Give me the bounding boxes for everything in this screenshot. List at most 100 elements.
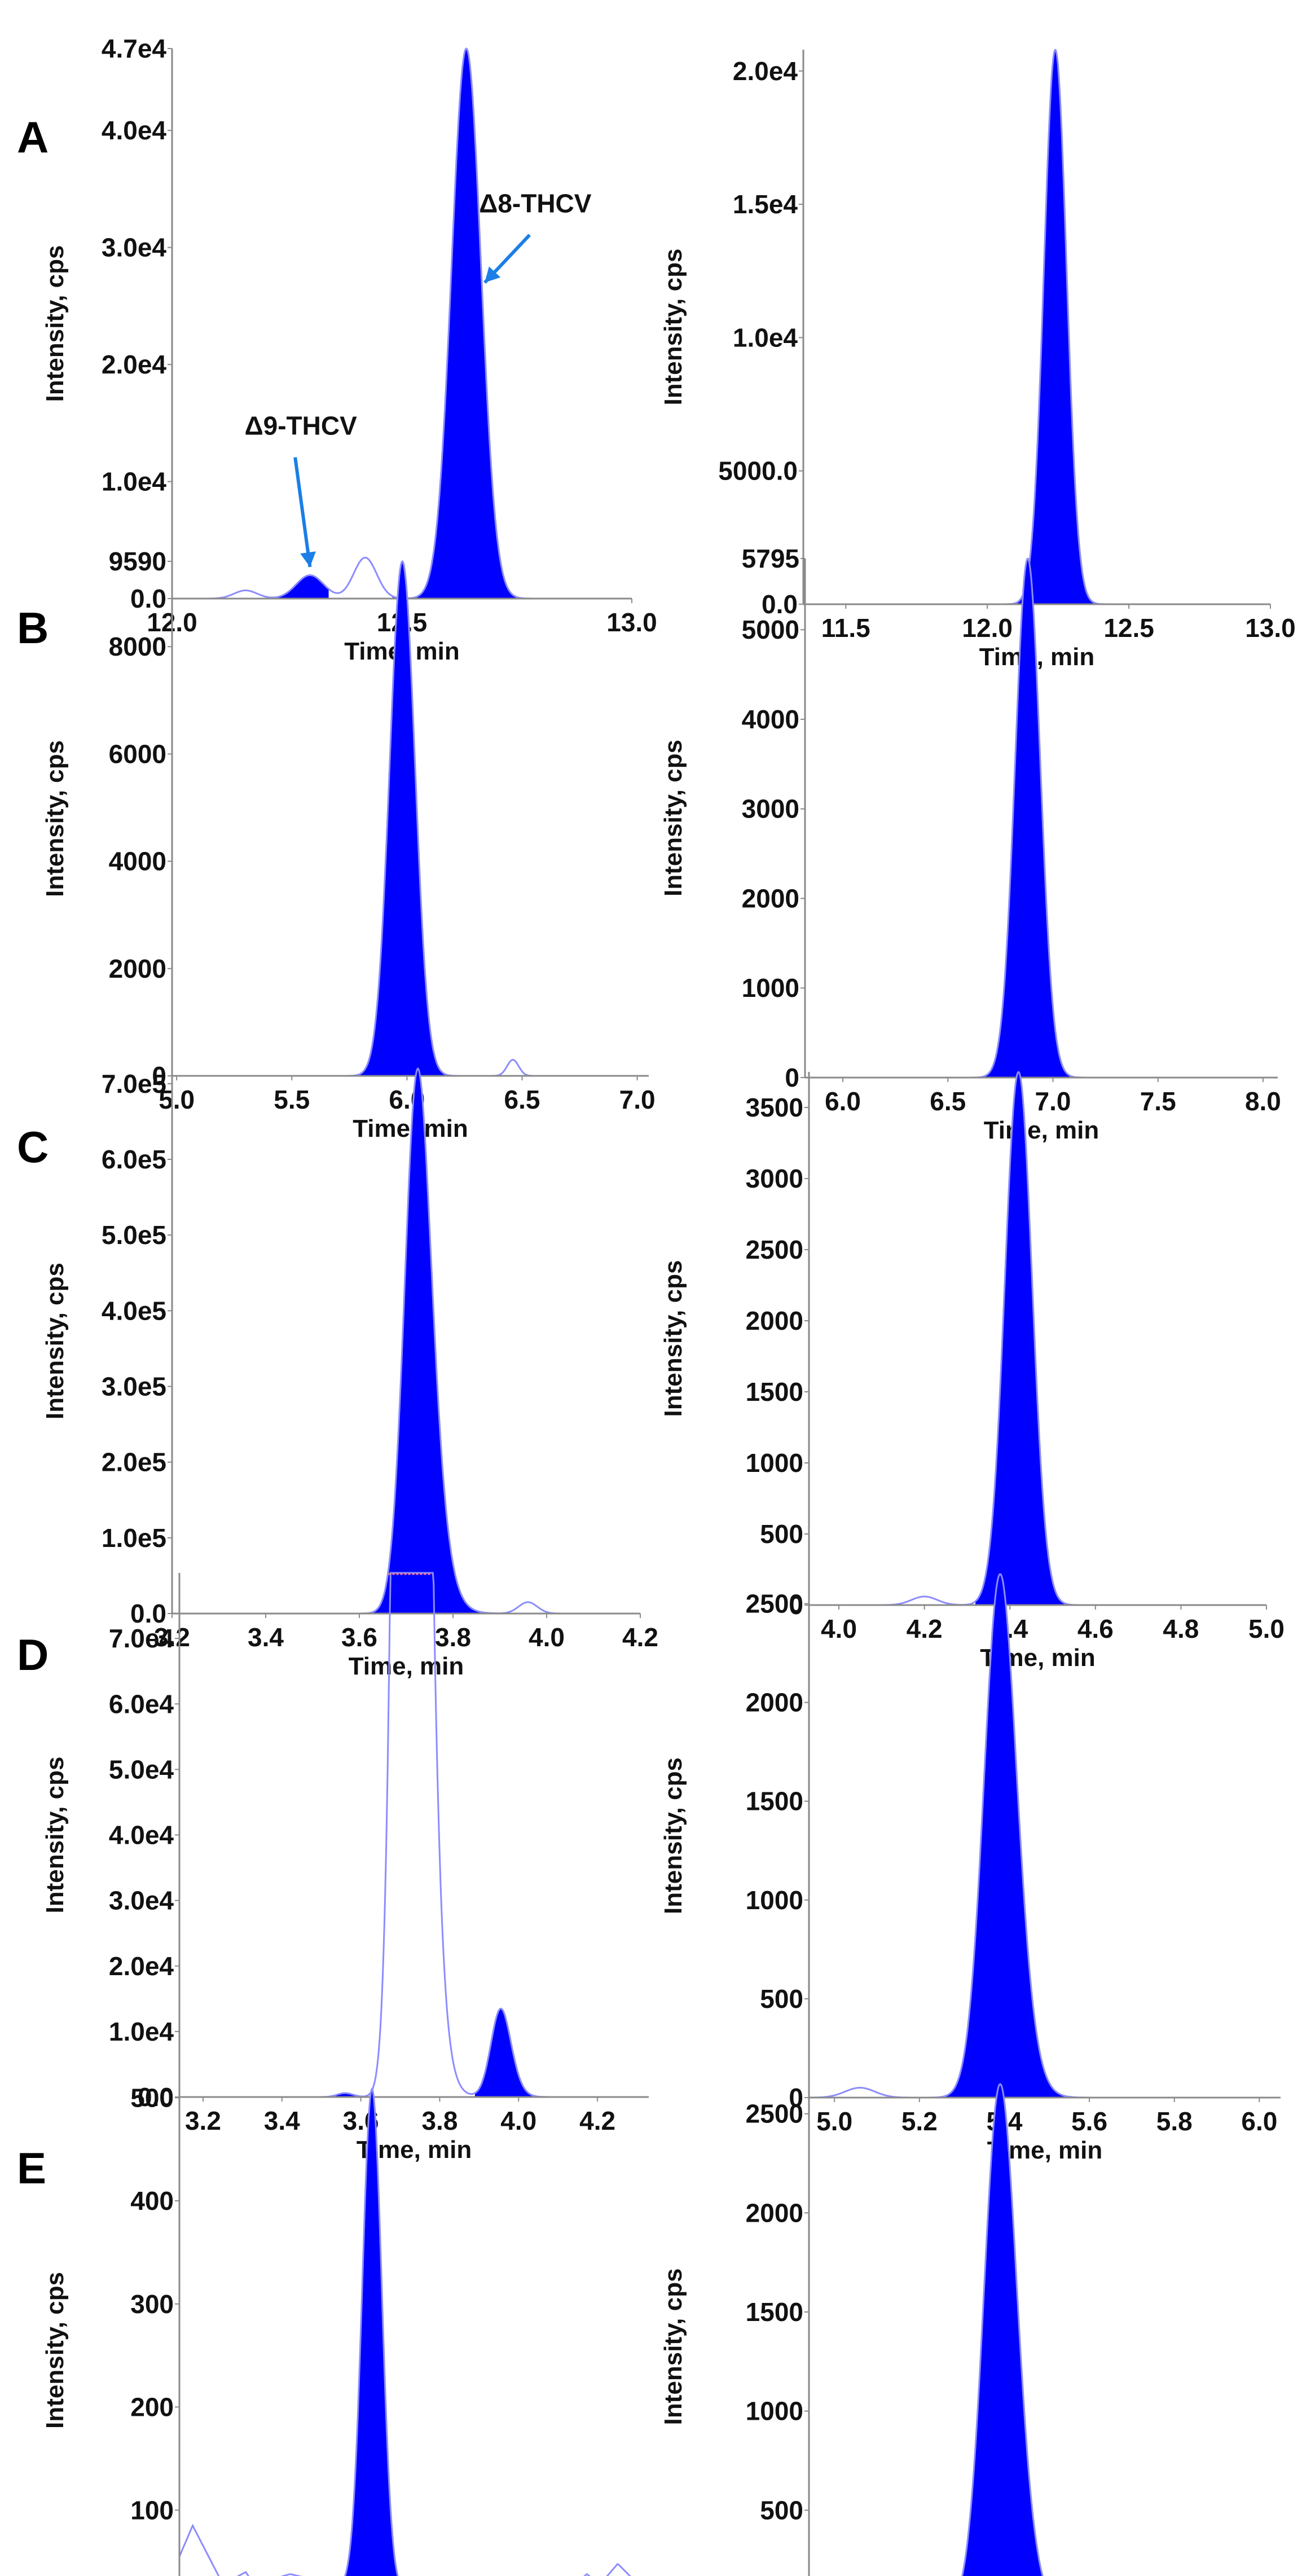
arrowhead-icon bbox=[300, 551, 316, 567]
y-tick-label: 2500 bbox=[746, 1235, 803, 1264]
x-tick-label: 5.0 bbox=[816, 2107, 852, 2136]
x-tick-label: 5.2 bbox=[901, 2107, 938, 2136]
y-tick-label: 6000 bbox=[109, 739, 166, 768]
y-tick-label: 8000 bbox=[109, 632, 166, 661]
y-tick-label: 1000 bbox=[746, 2397, 803, 2426]
x-tick-label: 4.2 bbox=[907, 1614, 943, 1643]
x-tick-label: 4.2 bbox=[579, 2106, 615, 2135]
x-tick-label: 3.4 bbox=[264, 2106, 300, 2135]
x-tick-label: 5.8 bbox=[1156, 2107, 1193, 2136]
x-tick-label: 12.0 bbox=[962, 613, 1013, 643]
y-tick-label: 3000 bbox=[742, 794, 799, 824]
y-tick-label: 2500 bbox=[746, 2099, 803, 2129]
y-tick-label: 0.0 bbox=[130, 584, 166, 613]
plots-container: 0.0 1.0e4 2.0e4 3.0e4 4.0e4 4.7e4 12.0 12.5 13.0… bbox=[41, 34, 1296, 2576]
y-axis-title: Intensity, cps bbox=[41, 1263, 69, 1419]
y-tick-label: 5795 bbox=[742, 544, 799, 573]
y-tick-label: 500 bbox=[760, 1984, 803, 2014]
y-tick-label: 100 bbox=[130, 2495, 174, 2525]
panel-letter-E: E bbox=[17, 2143, 46, 2193]
y-tick-label: 1000 bbox=[746, 1448, 803, 1478]
x-tick-label: 12.5 bbox=[1103, 613, 1154, 643]
panel-letter-C: C bbox=[17, 1122, 49, 1172]
y-tick-label: 1500 bbox=[746, 1377, 803, 1406]
y-tick-label: 2000 bbox=[746, 1688, 803, 1717]
annotation-label: Δ9-THCV bbox=[245, 411, 358, 441]
x-axis-title: Time, min bbox=[984, 1116, 1099, 1144]
arrow-icon bbox=[293, 457, 312, 568]
chart-D-left: 0.01.0e42.0e43.0e44.0e45.0e46.0e47.0e43.… bbox=[41, 1572, 649, 2164]
y-axis-title: Intensity, cps bbox=[659, 740, 687, 896]
chart-E-right: 050010001500200025005.05.25.45.65.86.0Ti… bbox=[659, 2083, 1044, 2576]
y-tick-label: 0 bbox=[789, 2083, 803, 2112]
y-tick-label: 5000.0 bbox=[718, 456, 798, 486]
annotation-label: Δ8-THCV bbox=[479, 188, 592, 218]
y-tick-label: 3.0e4 bbox=[109, 1886, 174, 1915]
arrowhead-icon bbox=[485, 266, 501, 283]
chart-B-right: 0 1000 2000 3000 4000 5000 5795 6.0 6.5 7.0 7.5 8.0… bbox=[659, 544, 1281, 1144]
chart-E-left: 01002003004005004.64.85.05.25.4Time, min… bbox=[41, 2083, 631, 2576]
x-tick-label: 5.0 bbox=[159, 1085, 195, 1114]
y-tick-label: 7.0e5 bbox=[102, 1069, 166, 1098]
chart-C-left: 0.0 1.0e5 2.0e5 3.0e5 4.0e5 5.0e5 6.0e5 7.0e5 3.… bbox=[41, 1067, 658, 1680]
y-axis-title: Intensity, cps bbox=[659, 1757, 687, 1914]
x-tick-label: 5.0 bbox=[1248, 1614, 1285, 1643]
x-tick-label: 4.0 bbox=[500, 2106, 536, 2135]
y-tick-label: 4.0e5 bbox=[102, 1296, 166, 1325]
y-tick-label: 1000 bbox=[746, 1885, 803, 1915]
x-tick-label: 4.0 bbox=[821, 1614, 857, 1643]
y-tick-label: 6.0e5 bbox=[102, 1145, 166, 1174]
y-tick-label: 9590 bbox=[109, 547, 166, 576]
y-tick-label: 300 bbox=[130, 2289, 174, 2319]
x-tick-label: 3.4 bbox=[248, 1623, 284, 1652]
y-tick-label: 2000 bbox=[746, 1306, 803, 1335]
y-tick-label: 0.0 bbox=[130, 1599, 166, 1628]
panel-letter-A: A bbox=[17, 112, 49, 162]
y-tick-label: 4.0e4 bbox=[102, 116, 167, 145]
y-tick-label: 2000 bbox=[742, 883, 799, 913]
y-tick-label: 5.0e4 bbox=[109, 1755, 174, 1784]
y-tick-label: 2.0e4 bbox=[109, 1951, 174, 1981]
y-axis-title: Intensity, cps bbox=[41, 1757, 69, 1914]
peak-area-D-left-0 bbox=[474, 2008, 590, 2098]
y-axis-title: Intensity, cps bbox=[41, 245, 69, 402]
chart-A-left: 0.01.0e42.0e43.0e44.0e44.7e412.012.513.0… bbox=[41, 34, 657, 665]
svg-text:A: A bbox=[17, 112, 49, 162]
y-tick-label: 1000 bbox=[742, 973, 799, 1003]
x-tick-label: 4.6 bbox=[1077, 1614, 1114, 1643]
x-tick-label: 3.8 bbox=[435, 1623, 471, 1652]
y-tick-label: 1.0e4 bbox=[102, 467, 167, 496]
y-axis-title: Intensity, cps bbox=[41, 2272, 69, 2429]
y-tick-label: 3500 bbox=[746, 1093, 803, 1122]
x-axis-title: Time, min bbox=[349, 1652, 464, 1680]
svg-text:B: B bbox=[17, 603, 49, 653]
y-tick-label: 5.0e5 bbox=[102, 1220, 166, 1250]
y-tick-label: 200 bbox=[130, 2393, 174, 2422]
y-tick-label: 2.0e4 bbox=[733, 56, 798, 86]
x-tick-label: 6.5 bbox=[504, 1085, 540, 1114]
y-axis-title: Intensity, cps bbox=[659, 249, 687, 406]
y-tick-label: 1.0e4 bbox=[733, 323, 798, 352]
y-tick-label: 3.0e4 bbox=[102, 233, 167, 262]
y-tick-label: 0 bbox=[789, 1590, 803, 1620]
y-tick-label: 0 bbox=[785, 1063, 799, 1092]
y-tick-label: 4.7e4 bbox=[102, 34, 167, 63]
y-tick-label: 4000 bbox=[742, 705, 799, 734]
y-axis-title: Intensity, cps bbox=[41, 740, 69, 897]
svg-text:C: C bbox=[17, 1122, 49, 1172]
svg-text:E: E bbox=[17, 2143, 46, 2193]
y-tick-label: 6.0e4 bbox=[109, 1689, 174, 1718]
svg-text:D: D bbox=[17, 1630, 49, 1680]
y-tick-label: 400 bbox=[130, 2186, 174, 2215]
y-tick-label: 0 bbox=[152, 1061, 166, 1091]
x-tick-label: 6.0 bbox=[1241, 2107, 1277, 2136]
y-tick-label: 2000 bbox=[109, 954, 166, 983]
y-tick-label: 2500 bbox=[746, 1589, 803, 1619]
y-tick-label: 0.0 bbox=[762, 590, 798, 619]
y-tick-label: 5000 bbox=[742, 615, 799, 644]
x-tick-label: 3.6 bbox=[341, 1623, 377, 1652]
x-tick-label: 4.8 bbox=[1163, 1614, 1199, 1643]
